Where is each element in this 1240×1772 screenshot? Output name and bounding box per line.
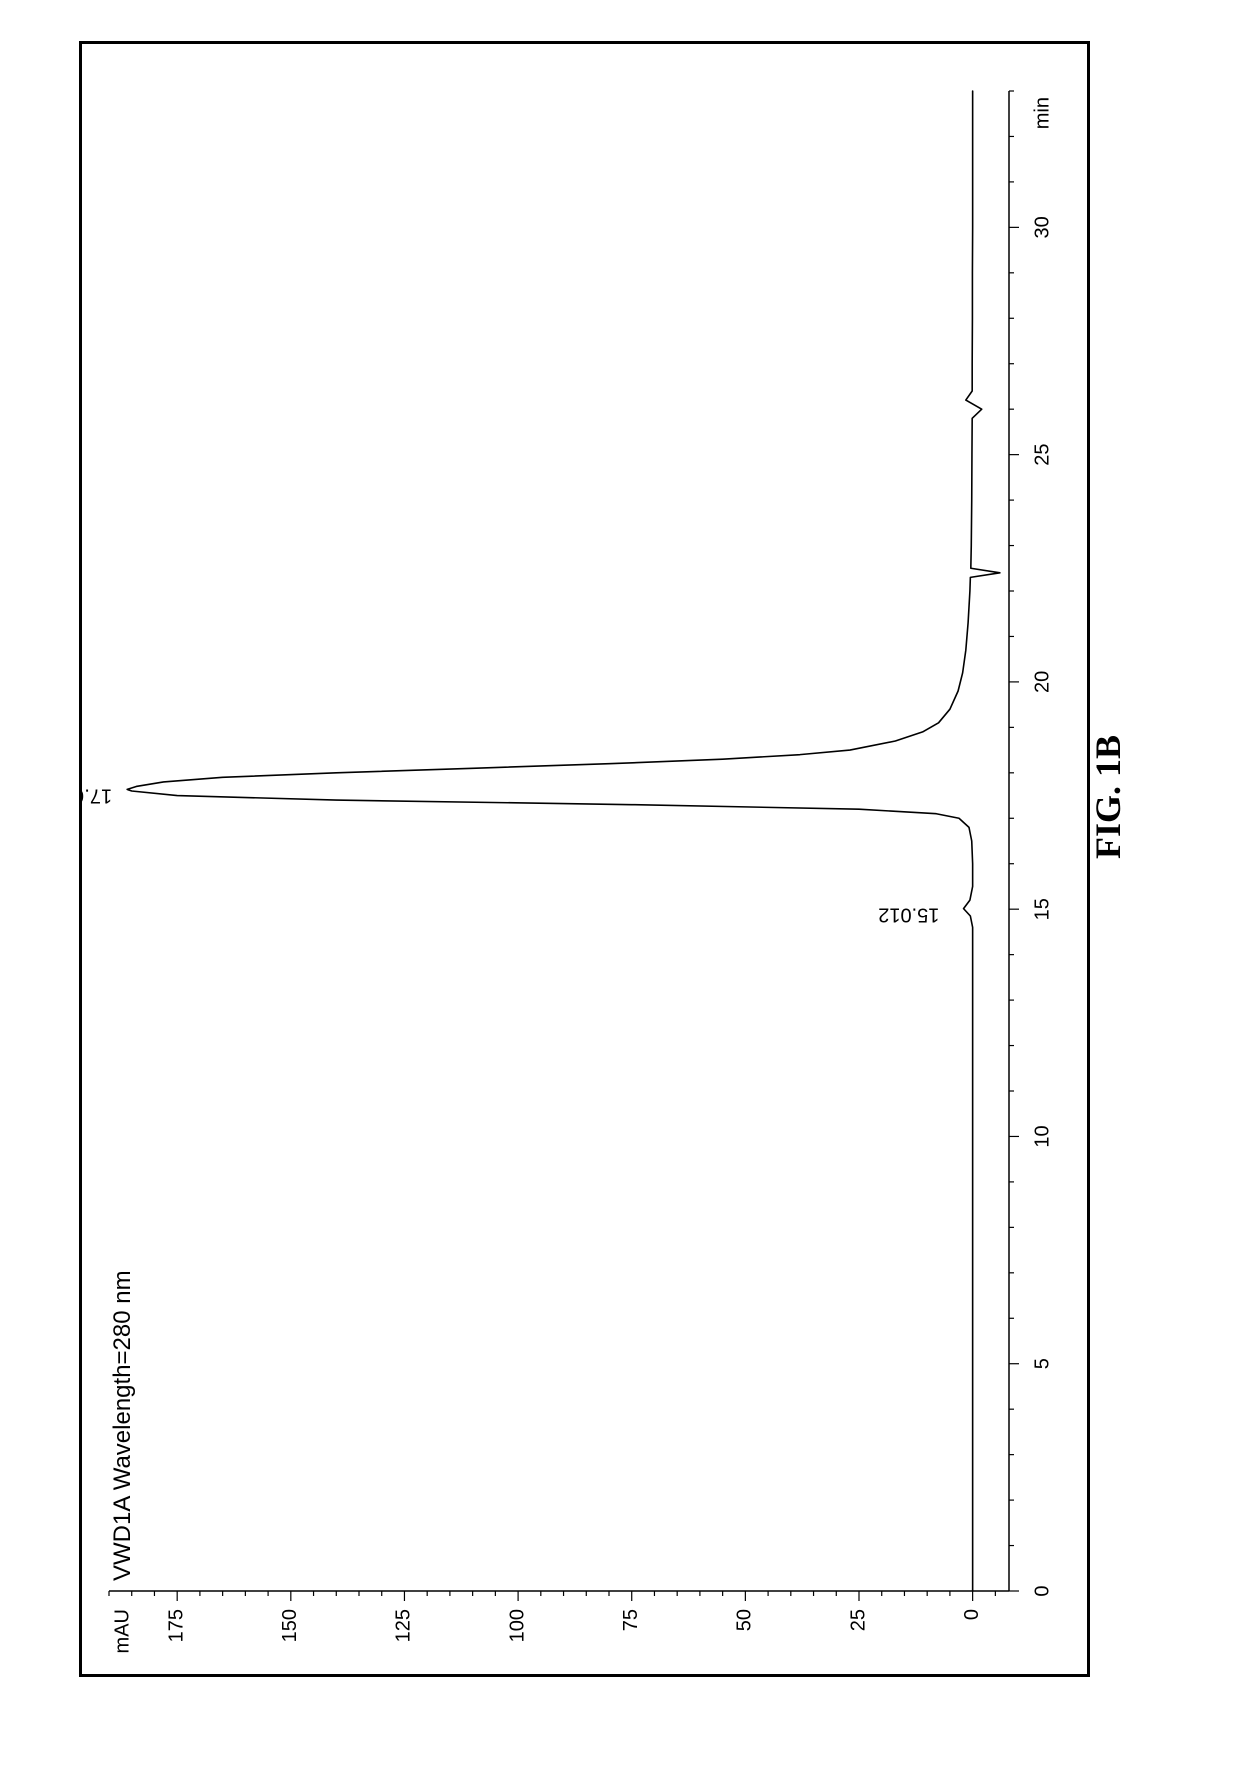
y-tick-label: 25	[847, 1609, 869, 1631]
x-tick-label: 0	[1032, 1585, 1054, 1596]
y-tick-label: 75	[620, 1609, 642, 1631]
y-tick-label: 100	[506, 1609, 528, 1642]
plot-title: VWD1A Wavelength=280 nm	[109, 1270, 136, 1581]
peak-label: 15.012	[878, 904, 939, 926]
figure-caption: FIG. 1B	[1087, 735, 1129, 859]
y-tick-label: 50	[734, 1609, 756, 1631]
y-tick-label: 150	[279, 1609, 301, 1642]
y-tick-label: 0	[961, 1609, 983, 1620]
x-axis-label: min	[1032, 97, 1054, 129]
x-tick-label: 5	[1032, 1358, 1054, 1369]
chart-outer-frame: 0 5 10 15 20 25 30 min 0 25 50 75 100 125 150 175 mAU VWD…	[79, 41, 1090, 1677]
y-tick-label: 175	[165, 1609, 187, 1642]
x-tick-label: 20	[1032, 671, 1054, 693]
peak-label: 17.635	[79, 784, 112, 806]
x-tick-label: 10	[1032, 1125, 1054, 1147]
x-tick-label: 30	[1032, 216, 1054, 238]
x-tick-label: 25	[1032, 444, 1054, 466]
x-tick-label: 15	[1032, 898, 1054, 920]
page: 0 5 10 15 20 25 30 min 0 25 50 75 100 125 150 175 mAU VWD…	[0, 0, 1240, 1772]
frame-rect	[81, 43, 1089, 1676]
y-tick-label: 125	[393, 1609, 415, 1642]
y-axis-label: mAU	[112, 1609, 134, 1653]
